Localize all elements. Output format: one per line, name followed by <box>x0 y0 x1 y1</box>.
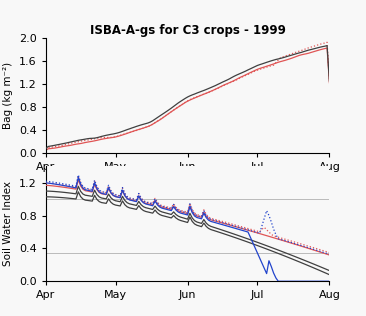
Y-axis label: Bag (kg m⁻²): Bag (kg m⁻²) <box>3 62 14 129</box>
Title: ISBA-A-gs for C3 crops - 1999: ISBA-A-gs for C3 crops - 1999 <box>90 24 285 37</box>
Y-axis label: Soil Water Index: Soil Water Index <box>3 181 14 266</box>
